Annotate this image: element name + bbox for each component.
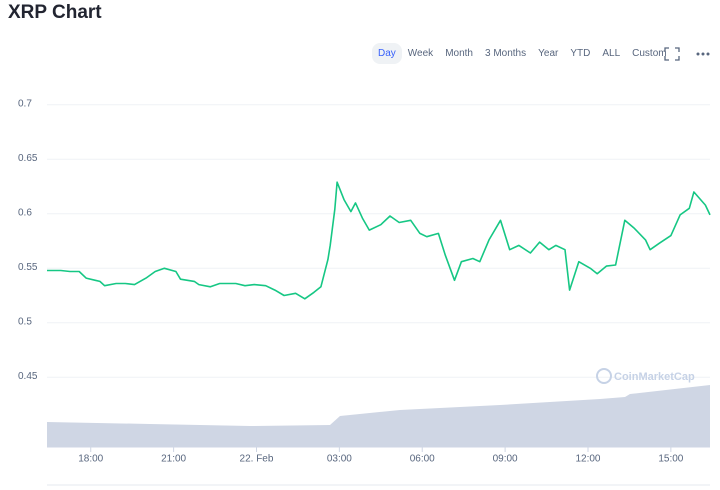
more-icon[interactable]: [696, 52, 710, 56]
y-tick-label: 0.55: [18, 262, 38, 273]
y-tick-label: 0.6: [18, 207, 32, 218]
range-tab[interactable]: Custom: [632, 48, 667, 59]
x-tick-label: 15:00: [658, 454, 683, 465]
price-line: [47, 181, 711, 300]
x-tick-label: 12:00: [575, 454, 600, 465]
range-tabs: Day Week Month 3 Months Year YTD ALL Custom: [372, 43, 673, 64]
watermark: CoinMarketCap: [614, 371, 695, 383]
y-tick-label: 0.45: [18, 371, 38, 382]
range-tab[interactable]: YTD: [570, 48, 591, 59]
x-tick-label: 09:00: [493, 454, 518, 465]
x-tick-label: 22. Feb: [240, 454, 274, 465]
chart-title: XRP Chart: [8, 2, 102, 23]
fullscreen-icon[interactable]: [664, 47, 680, 61]
range-tab[interactable]: ALL: [602, 48, 621, 59]
x-tick-label: 06:00: [410, 454, 435, 465]
range-tab[interactable]: Month: [445, 48, 473, 59]
volume-area: [47, 385, 710, 447]
range-tab[interactable]: Day: [372, 43, 402, 64]
y-tick-label: 0.7: [18, 98, 32, 109]
x-tick-label: 21:00: [161, 454, 186, 465]
range-tab[interactable]: 3 Months: [484, 48, 527, 59]
y-tick-label: 0.5: [18, 316, 32, 327]
watermark-logo: [596, 368, 612, 384]
y-tick-label: 0.65: [18, 153, 38, 164]
range-tab[interactable]: Week: [407, 48, 434, 59]
x-tick-label: 03:00: [327, 454, 352, 465]
x-tick-label: 18:00: [78, 454, 103, 465]
range-tab[interactable]: Year: [538, 48, 559, 59]
